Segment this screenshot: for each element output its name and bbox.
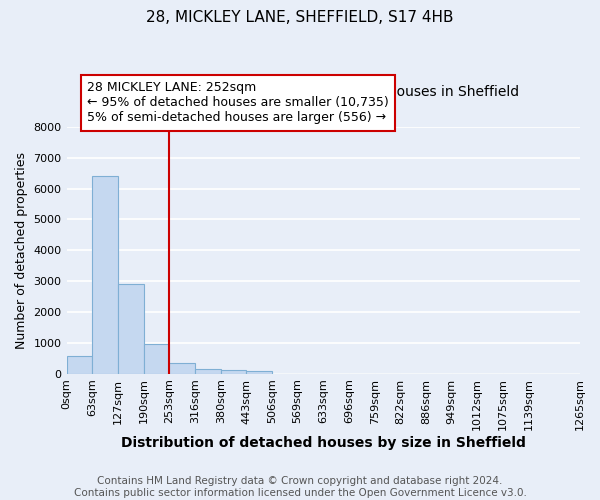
Bar (143, 344, 169, 374)
X-axis label: Distribution of detached houses by size in Sheffield: Distribution of detached houses by size … (121, 436, 526, 450)
Text: Contains HM Land Registry data © Crown copyright and database right 2024.
Contai: Contains HM Land Registry data © Crown c… (74, 476, 526, 498)
Y-axis label: Number of detached properties: Number of detached properties (15, 152, 28, 349)
Title: Size of property relative to detached houses in Sheffield: Size of property relative to detached ho… (128, 86, 519, 100)
Text: 28 MICKLEY LANE: 252sqm
← 95% of detached houses are smaller (10,735)
5% of semi: 28 MICKLEY LANE: 252sqm ← 95% of detache… (87, 82, 389, 124)
Bar (118, 284, 143, 374)
Bar (169, 363, 195, 374)
Bar (92, 176, 118, 374)
Bar (247, 370, 272, 374)
Text: 28, MICKLEY LANE, SHEFFIELD, S17 4HB: 28, MICKLEY LANE, SHEFFIELD, S17 4HB (146, 10, 454, 25)
Bar (221, 370, 247, 374)
Bar (67, 356, 92, 374)
Bar (195, 369, 221, 374)
